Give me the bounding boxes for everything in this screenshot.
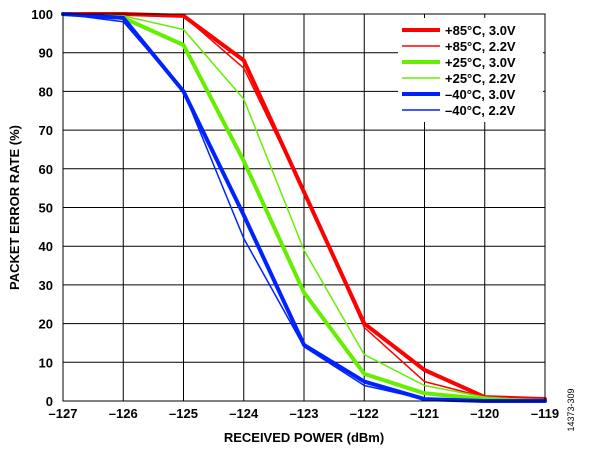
- y-tick-label: 60: [39, 162, 53, 177]
- y-tick-label: 70: [39, 123, 53, 138]
- y-tick-label: 20: [39, 317, 53, 332]
- y-tick-labels: 0 10 20 30 40 50 60 70 80 90 100: [31, 7, 53, 409]
- legend-box: [398, 18, 543, 122]
- x-tick-label: –127: [49, 406, 78, 421]
- figure-id: 14373-309: [566, 388, 576, 431]
- y-tick-label: 80: [39, 84, 53, 99]
- x-tick-label: –125: [169, 406, 198, 421]
- y-tick-label: 10: [39, 355, 53, 370]
- legend-label: –40°C, 3.0V: [445, 87, 516, 102]
- y-tick-label: 50: [39, 201, 53, 216]
- x-tick-label: –120: [470, 406, 499, 421]
- y-tick-label: 100: [31, 7, 53, 22]
- legend-label: +85°C, 2.2V: [445, 39, 516, 54]
- x-tick-label: –124: [229, 406, 259, 421]
- y-tick-label: 30: [39, 278, 53, 293]
- x-tick-label: –122: [350, 406, 379, 421]
- x-tick-label: –123: [290, 406, 319, 421]
- series-lines: [61, 12, 547, 403]
- x-tick-labels: –127 –126 –125 –124 –123 –122 –121 –120 –119: [49, 406, 560, 421]
- grid: [62, 13, 546, 402]
- x-tick-label: –121: [410, 406, 439, 421]
- legend-label: +85°C, 3.0V: [445, 23, 516, 38]
- legend-label: +25°C, 3.0V: [445, 55, 516, 70]
- legend-label: –40°C, 2.2V: [445, 103, 516, 118]
- y-axis-label: PACKET ERROR RATE (%): [7, 125, 22, 290]
- y-tick-label: 0: [46, 394, 53, 409]
- legend-label: +25°C, 2.2V: [445, 71, 516, 86]
- x-tick-label: –119: [531, 406, 559, 421]
- y-tick-label: 40: [39, 239, 53, 254]
- legend: +85°C, 3.0V+85°C, 2.2V+25°C, 3.0V+25°C, …: [398, 18, 543, 122]
- x-tick-label: –126: [109, 406, 138, 421]
- x-axis-label: RECEIVED POWER (dBm): [224, 430, 384, 445]
- y-tick-label: 90: [39, 46, 53, 61]
- plot-frame: [62, 13, 546, 402]
